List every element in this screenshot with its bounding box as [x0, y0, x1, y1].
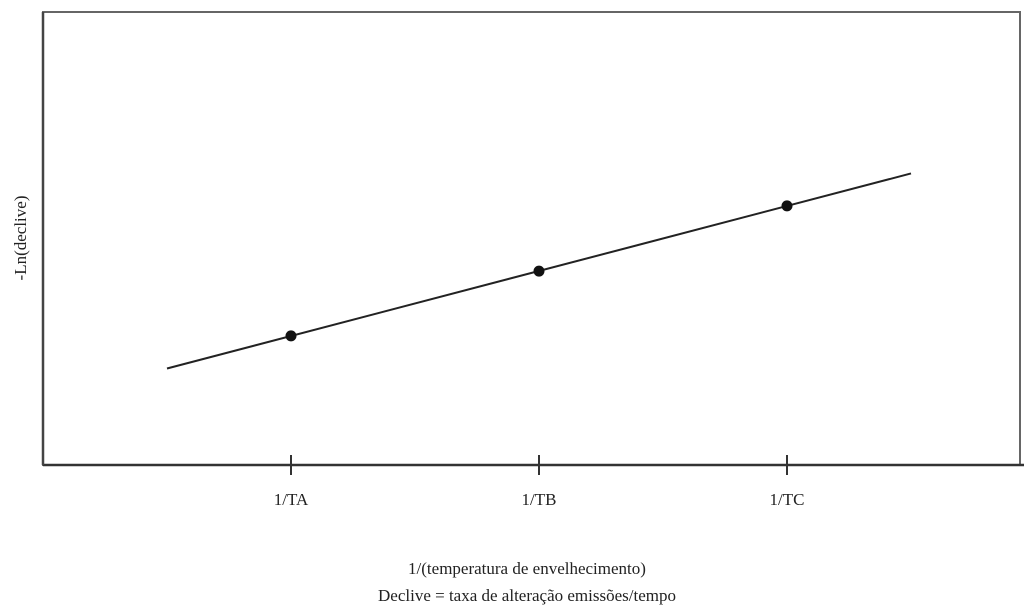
data-point	[285, 330, 297, 342]
x-tick-label: 1/TA	[274, 490, 309, 509]
data-point	[533, 265, 545, 277]
x-tick-label: 1/TB	[522, 490, 557, 509]
plot-frame	[42, 11, 1021, 466]
data-point	[781, 200, 793, 212]
x-tick-label: 1/TC	[770, 490, 805, 509]
annotation: Declive = taxa de alteração emissões/tem…	[378, 586, 676, 605]
y-axis-label: -Ln(declive)	[11, 196, 30, 281]
x-axis-label: 1/(temperatura de envelhecimento)	[408, 559, 646, 578]
